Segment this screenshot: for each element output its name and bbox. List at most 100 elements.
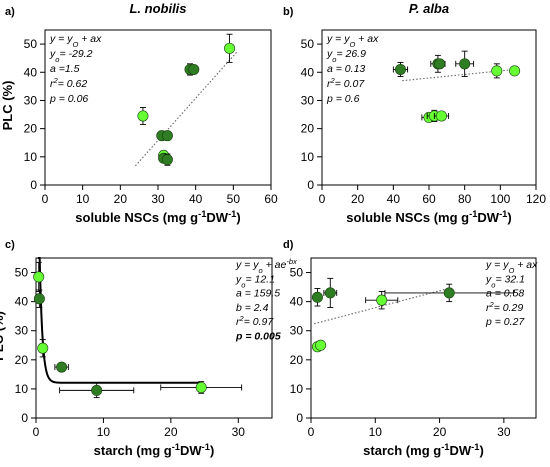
data-point	[459, 58, 471, 70]
y-tick-label: 10	[24, 150, 38, 164]
x-axis-title: soluble NSCs (mg g-1DW-1)	[75, 209, 240, 225]
y-tick-label: 20	[15, 353, 29, 367]
x-tick-label: 30	[151, 192, 165, 206]
stat-line: y = yO + ax	[49, 33, 102, 49]
x-tick-label: 10	[369, 425, 383, 439]
y-tick-label: 50	[290, 266, 304, 280]
y-tick-label: 30	[15, 324, 29, 338]
data-point	[37, 342, 49, 354]
y-axis-title: PLC (%)	[0, 81, 15, 131]
y-tick-label: 40	[15, 295, 29, 309]
x-tick-label: 0	[42, 192, 49, 206]
stat-line: a = 159.5	[236, 288, 280, 300]
y-tick-label: 20	[290, 353, 304, 367]
stat-line: a =1.5	[50, 63, 80, 75]
y-tick-label: 0	[307, 178, 314, 192]
y-tick-label: 30	[301, 93, 315, 107]
panel-d: 0 10 20 30 40 50 0 10 20 30 starch (mg g-1DW-1) d) y…	[283, 239, 538, 458]
x-tick-label: 40	[387, 192, 401, 206]
stat-line: y = yO + ax	[485, 259, 538, 275]
y-tick-label: 0	[21, 411, 28, 425]
y-tick-label: 20	[301, 122, 315, 136]
data-point	[491, 65, 503, 77]
data-point	[376, 294, 388, 306]
x-tick-label: 0	[33, 425, 40, 439]
x-axis-title: starch (mg g-1DW-1)	[94, 442, 215, 458]
x-tick-label: 80	[458, 192, 472, 206]
panel-tag: d)	[283, 239, 294, 251]
stat-line: p = 0.005	[235, 331, 281, 343]
stat-line: y = yo + ae-bx	[235, 257, 297, 275]
stat-line: r2= 0.62	[50, 76, 87, 91]
y-tick-label: 50	[301, 37, 315, 51]
stat-line: yo= -29.2	[49, 48, 93, 64]
y-tick-label: 0	[30, 178, 37, 192]
data-point	[443, 287, 455, 299]
x-tick-label: 20	[164, 425, 178, 439]
fit-curve	[38, 257, 202, 384]
fit-line	[314, 287, 450, 325]
data-point	[161, 154, 173, 166]
x-tick-label: 0	[319, 192, 326, 206]
x-axis-title: soluble NSCs (mg g-1DW-1)	[346, 209, 511, 225]
panel-c: 0 10 20 30 40 50 0 10 20 30 starch (mg g-1DW-1) PLC…	[0, 239, 297, 458]
fit-line	[134, 51, 238, 167]
y-tick-label: 10	[15, 382, 29, 396]
plot-frame	[35, 257, 273, 419]
x-tick-label: 10	[97, 425, 111, 439]
panel-tag: b)	[283, 6, 294, 18]
data-point	[434, 58, 446, 70]
data-point	[33, 271, 45, 283]
y-tick-label: 50	[15, 266, 29, 280]
x-tick-label: 20	[433, 425, 447, 439]
data-point	[91, 384, 103, 396]
y-tick-label: 10	[290, 382, 304, 396]
x-tick-label: 20	[114, 192, 128, 206]
panel-tag: c)	[5, 239, 15, 251]
fit-line	[402, 68, 515, 82]
x-tick-label: 30	[232, 425, 246, 439]
panel-title: P. alba	[409, 1, 449, 16]
stat-line: yo= 32.1	[485, 273, 525, 289]
x-tick-label: 30	[497, 425, 511, 439]
y-tick-label: 50	[24, 37, 38, 51]
data-point	[56, 361, 68, 373]
stat-line: a = 0.13	[327, 63, 365, 75]
stat-line: y = yO + ax	[326, 33, 379, 49]
stat-line: a = 0.58	[486, 288, 524, 300]
x-tick-label: 60	[264, 192, 278, 206]
data-point	[311, 291, 323, 303]
y-tick-label: 40	[301, 65, 315, 79]
data-point	[188, 63, 200, 75]
data-point	[509, 65, 521, 77]
stat-line: yo= 12.1	[235, 273, 275, 289]
y-tick-label: 10	[301, 150, 315, 164]
stat-line: b = 2.4	[236, 302, 269, 314]
data-point	[33, 293, 45, 305]
y-tick-label: 0	[296, 411, 303, 425]
stat-line: p = 0.6	[326, 93, 360, 105]
panel-tag: a)	[5, 6, 15, 18]
x-tick-label: 10	[76, 192, 90, 206]
x-tick-label: 0	[308, 425, 315, 439]
y-tick-label: 20	[24, 122, 38, 136]
data-point	[394, 63, 406, 75]
data-point	[137, 110, 149, 122]
x-tick-label: 20	[351, 192, 365, 206]
x-tick-label: 120	[526, 192, 546, 206]
stat-line: r2= 0.97	[236, 314, 274, 329]
y-tick-label: 30	[290, 324, 304, 338]
data-point	[324, 287, 336, 299]
panel-b: 0 10 20 30 40 50 0 20 40 60 80 100 120 soluble NSCs (…	[283, 1, 546, 225]
data-point	[195, 381, 207, 393]
panel-a: 0 10 20 30 40 50 0 10 20 30 40 50 60 soluble NSCs (mg…	[0, 1, 278, 225]
x-tick-label: 100	[490, 192, 510, 206]
stat-line: p = 0.06	[49, 93, 88, 105]
panel-title: L. nobilis	[129, 1, 186, 16]
y-axis-title: PLC (%)	[0, 311, 6, 361]
y-tick-label: 40	[290, 295, 304, 309]
data-point	[224, 42, 236, 54]
x-tick-label: 60	[422, 192, 436, 206]
plot-frame	[310, 257, 537, 419]
x-tick-label: 40	[189, 192, 203, 206]
